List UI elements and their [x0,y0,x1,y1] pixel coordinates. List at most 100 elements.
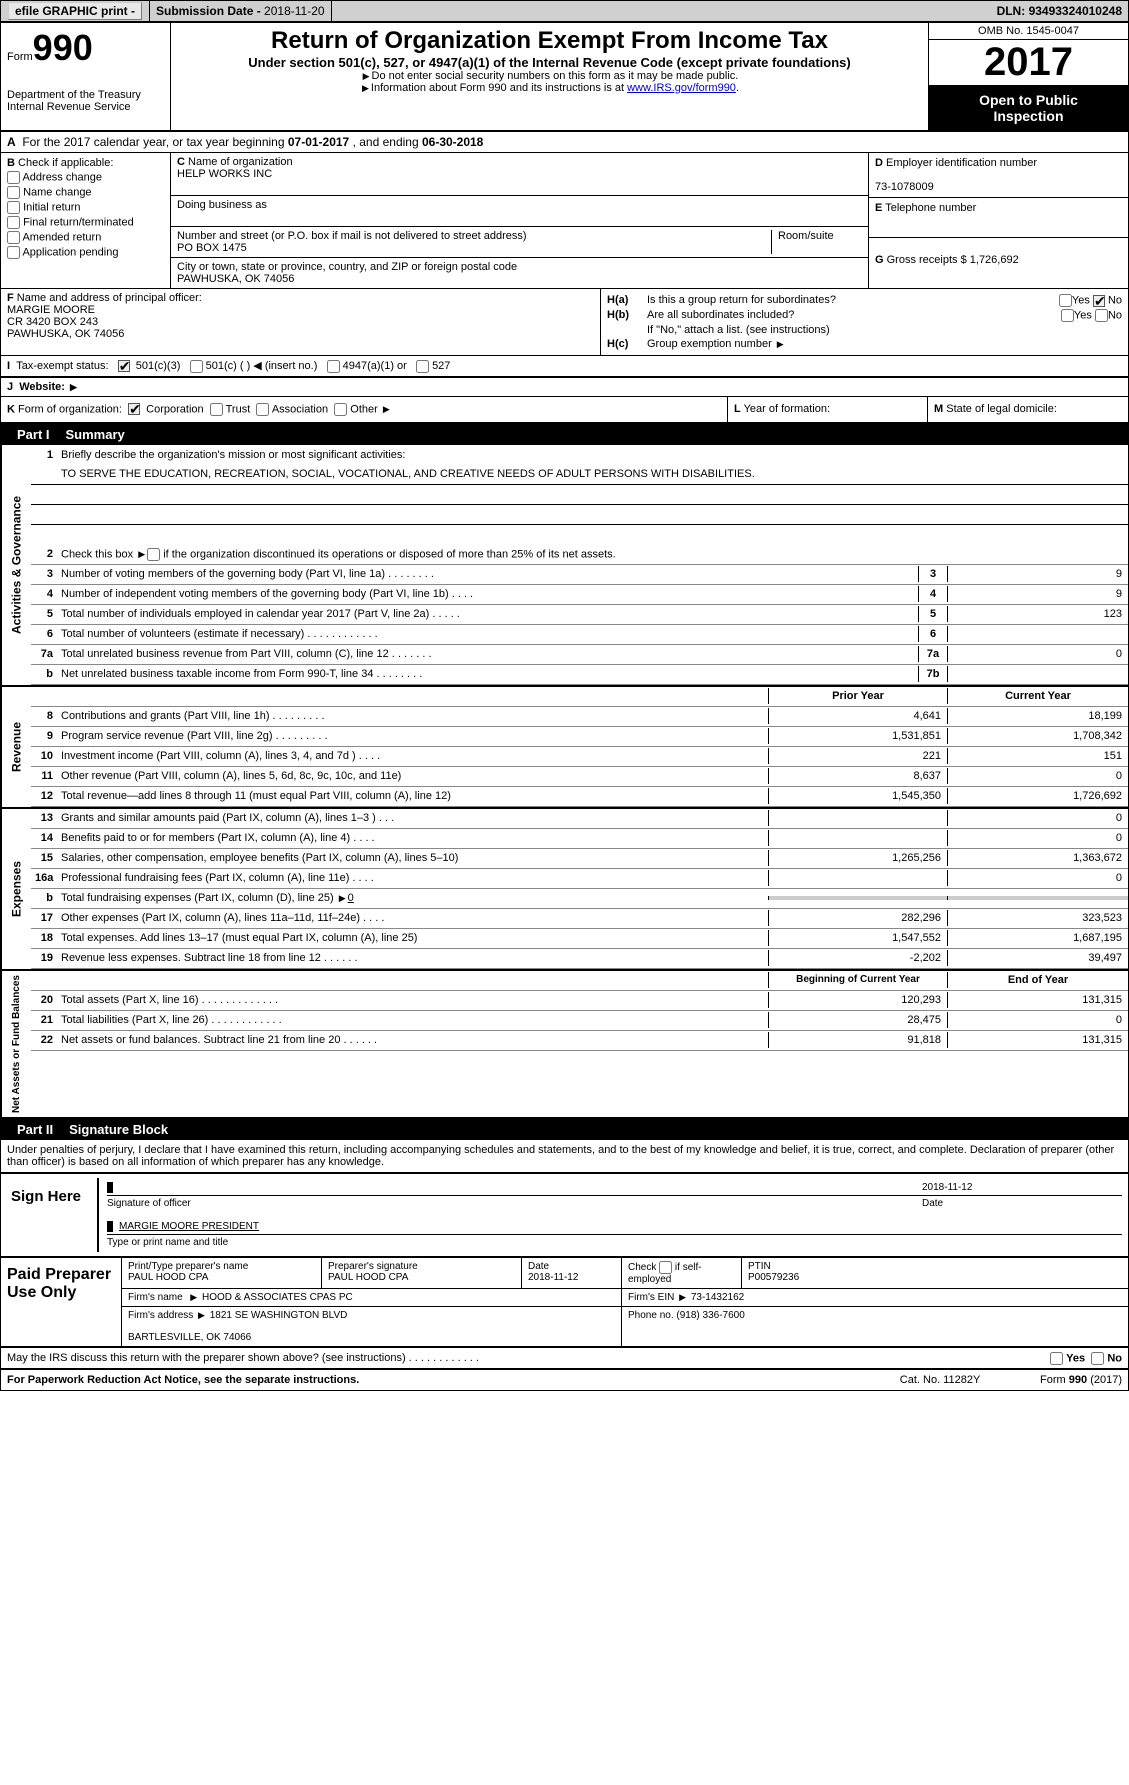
row-a-tax-year: A For the 2017 calendar year, or tax yea… [1,132,1128,153]
chk-501c[interactable] [190,360,203,373]
vtab-activities: Activities & Governance [1,445,31,685]
chk-discontinued[interactable] [147,548,160,561]
officer-sig-date: 2018-11-12 [922,1182,1122,1193]
org-name-box: C Name of organization HELP WORKS INC [171,153,868,196]
arrow-icon [381,403,392,415]
chk-application-pending[interactable]: Application pending [7,246,164,259]
form-990-page: efile GRAPHIC print - Submission Date - … [0,0,1129,1391]
line-12: 12Total revenue—add lines 8 through 11 (… [31,787,1128,807]
submission-cell: Submission Date - 2018-11-20 [150,1,332,21]
chk-amended-return[interactable]: Amended return [7,231,164,244]
arrow-icon [360,82,371,94]
chk-4947[interactable] [327,360,340,373]
footer: For Paperwork Reduction Act Notice, see … [1,1370,1128,1390]
preparer-date: 2018-11-12 [528,1272,578,1283]
box-f: F Name and address of principal officer:… [1,289,601,355]
line-10: 10Investment income (Part VIII, column (… [31,747,1128,767]
ptin: P00579236 [748,1272,799,1283]
dln-cell: DLN: 93493324010248 [991,1,1128,21]
hb-no[interactable] [1095,309,1108,322]
line-15: 15Salaries, other compensation, employee… [31,849,1128,869]
chk-527[interactable] [416,360,429,373]
discuss-yes[interactable] [1050,1352,1063,1365]
chk-address-change[interactable]: Address change [7,171,164,184]
irs-link[interactable]: www.IRS.gov/form990 [627,82,736,94]
line-4: 4Number of independent voting members of… [31,585,1128,605]
line-20: 20Total assets (Part X, line 16) . . . .… [31,991,1128,1011]
section-bcd: B Check if applicable: Address change Na… [1,153,1128,289]
top-bar: efile GRAPHIC print - Submission Date - … [1,1,1128,23]
box-c: C Name of organization HELP WORKS INC Do… [171,153,868,288]
line-11: 11Other revenue (Part VIII, column (A), … [31,767,1128,787]
box-h: H(a) Is this a group return for subordin… [601,289,1128,355]
chk-501c3[interactable] [118,360,130,372]
vtab-revenue: Revenue [1,687,31,807]
firm-phone: (918) 336-7600 [676,1310,744,1321]
chk-initial-return[interactable]: Initial return [7,201,164,214]
preparer-name: PAUL HOOD CPA [128,1272,208,1283]
chk-corp[interactable] [128,403,140,415]
line-22: 22Net assets or fund balances. Subtract … [31,1031,1128,1051]
arrow-icon [361,70,372,82]
box-l: L Year of formation: [728,397,928,422]
row-klm: K Form of organization: Corporation Trus… [1,397,1128,424]
street: PO BOX 1475 [177,242,247,254]
line-14: 14Benefits paid to or for members (Part … [31,829,1128,849]
gross-receipts: 1,726,692 [970,254,1019,266]
ein-box: D Employer identification number 73-1078… [869,153,1128,198]
row-i: I Tax-exempt status: 501(c)(3) 501(c) ( … [1,356,1128,377]
tax-year: 2017 [929,40,1128,86]
preparer-signature: PAUL HOOD CPA [328,1272,408,1283]
line-17: 17Other expenses (Part IX, column (A), l… [31,909,1128,929]
city-box: City or town, state or province, country… [171,258,868,288]
discuss-no[interactable] [1091,1352,1104,1365]
chk-name-change[interactable]: Name change [7,186,164,199]
omb-number: OMB No. 1545-0047 [929,23,1128,40]
perjury-text: Under penalties of perjury, I declare th… [1,1140,1128,1174]
expenses-section: Expenses 13Grants and similar amounts pa… [1,809,1128,971]
paid-preparer-label: Paid Preparer Use Only [1,1258,121,1346]
chk-other[interactable] [334,403,347,416]
chk-trust[interactable] [210,403,223,416]
net-assets-section: Net Assets or Fund Balances Beginning of… [1,971,1128,1119]
box-d: D Employer identification number 73-1078… [868,153,1128,288]
line-5: 5Total number of individuals employed in… [31,605,1128,625]
header-center: Return of Organization Exempt From Incom… [171,23,928,130]
row-j: J Website: [1,377,1128,397]
form-title: Return of Organization Exempt From Incom… [181,27,918,55]
efile-graphic-button[interactable]: efile GRAPHIC print - [8,2,142,20]
sign-here-block: Sign Here 2018-11-12 Signature of office… [1,1174,1128,1258]
row-fh: F Name and address of principal officer:… [1,289,1128,356]
chk-assoc[interactable] [256,403,269,416]
line-b: bTotal fundraising expenses (Part IX, co… [31,889,1128,909]
chk-self-employed[interactable] [659,1261,672,1274]
line-3: 3Number of voting members of the governi… [31,565,1128,585]
ein: 73-1078009 [875,181,934,193]
dept-treasury: Department of the Treasury [7,89,164,101]
activities-governance-section: Activities & Governance 1Briefly describ… [1,445,1128,687]
hb-yes[interactable] [1061,309,1074,322]
firm-name: HOOD & ASSOCIATES CPAS PC [202,1292,353,1303]
mission-text: TO SERVE THE EDUCATION, RECREATION, SOCI… [57,466,1128,482]
discuss-row: May the IRS discuss this return with the… [1,1348,1128,1370]
box-b: B Check if applicable: Address change Na… [1,153,171,288]
form-number: 990 [33,27,93,68]
ssn-note: Do not enter social security numbers on … [181,70,918,82]
ha-no[interactable] [1093,295,1105,307]
telephone-box: E Telephone number [869,198,1128,238]
ha-yes[interactable] [1059,294,1072,307]
org-name: HELP WORKS INC [177,168,272,180]
firm-ein: 73-1432162 [691,1292,744,1303]
form-header: Form990 Department of the Treasury Inter… [1,23,1128,132]
revenue-section: Revenue Prior YearCurrent Year 8Contribu… [1,687,1128,809]
header-left: Form990 Department of the Treasury Inter… [1,23,171,130]
line-21: 21Total liabilities (Part X, line 26) . … [31,1011,1128,1031]
officer-name-title: MARGIE MOORE PRESIDENT [119,1221,259,1232]
chk-final-return[interactable]: Final return/terminated [7,216,164,229]
street-box: Number and street (or P.O. box if mail i… [171,227,868,258]
line-16a: 16aProfessional fundraising fees (Part I… [31,869,1128,889]
line-b: bNet unrelated business taxable income f… [31,665,1128,685]
line-19: 19Revenue less expenses. Subtract line 1… [31,949,1128,969]
open-to-public: Open to PublicInspection [929,86,1128,130]
sign-here-label: Sign Here [7,1178,97,1252]
